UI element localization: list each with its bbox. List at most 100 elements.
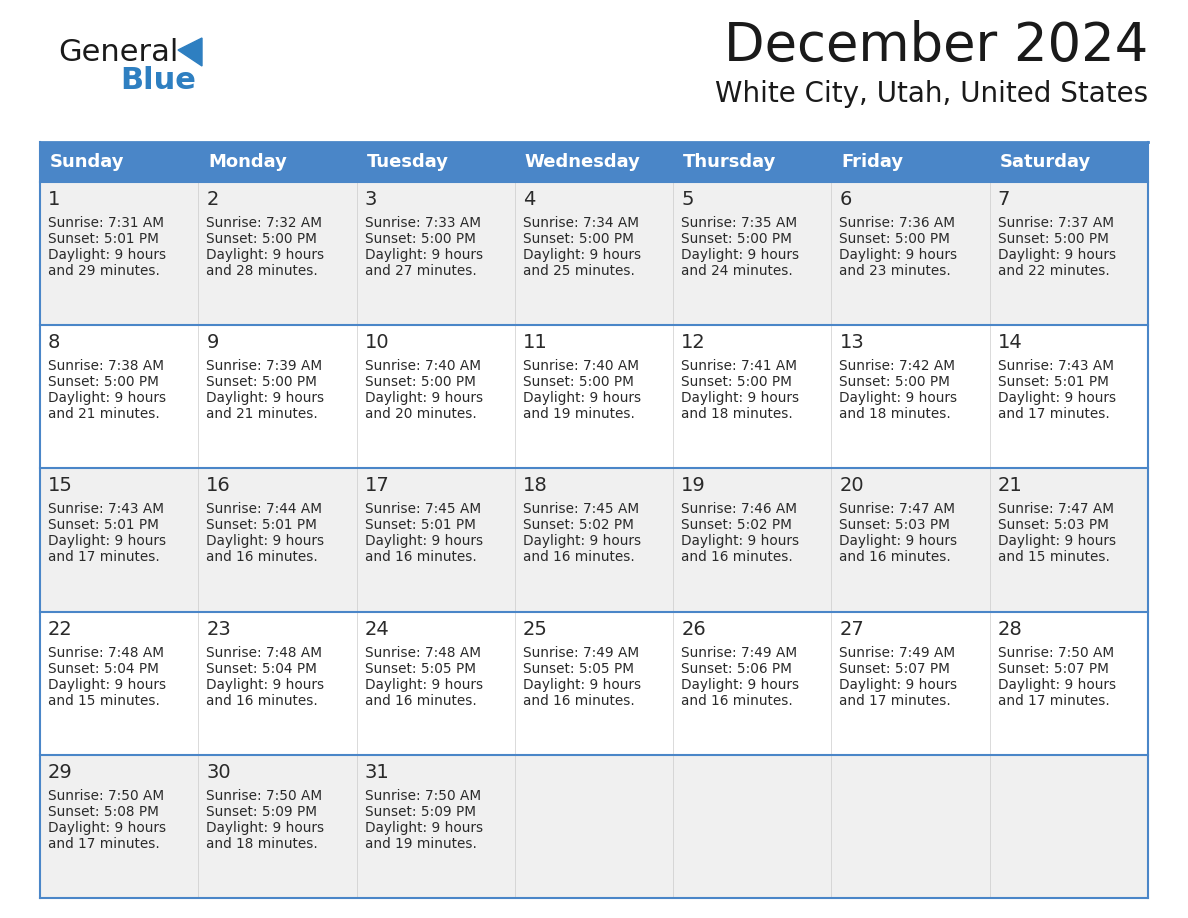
Text: Sunset: 5:05 PM: Sunset: 5:05 PM [365, 662, 475, 676]
Text: Sunset: 5:00 PM: Sunset: 5:00 PM [365, 232, 475, 246]
Text: Sunset: 5:05 PM: Sunset: 5:05 PM [523, 662, 634, 676]
Bar [832, 182, 990, 325]
Text: Sunrise: 7:43 AM: Sunrise: 7:43 AM [998, 359, 1113, 374]
Text: Sunset: 5:00 PM: Sunset: 5:00 PM [681, 375, 792, 389]
Text: Sunrise: 7:50 AM: Sunrise: 7:50 AM [365, 789, 481, 803]
Text: Daylight: 9 hours: Daylight: 9 hours [998, 391, 1116, 405]
Text: and 21 minutes.: and 21 minutes. [207, 408, 318, 421]
Bar [356, 468, 514, 611]
Bar [198, 182, 356, 325]
Text: and 18 minutes.: and 18 minutes. [840, 408, 952, 421]
Text: 10: 10 [365, 333, 390, 353]
Bar [40, 755, 198, 898]
Text: Sunrise: 7:37 AM: Sunrise: 7:37 AM [998, 216, 1113, 230]
Text: Sunset: 5:08 PM: Sunset: 5:08 PM [48, 805, 159, 819]
Text: Sunset: 5:02 PM: Sunset: 5:02 PM [523, 519, 633, 532]
Text: and 17 minutes.: and 17 minutes. [998, 694, 1110, 708]
Text: and 28 minutes.: and 28 minutes. [207, 264, 318, 278]
Text: Daylight: 9 hours: Daylight: 9 hours [998, 534, 1116, 548]
Text: Daylight: 9 hours: Daylight: 9 hours [840, 391, 958, 405]
Text: Daylight: 9 hours: Daylight: 9 hours [840, 534, 958, 548]
Bar [832, 755, 990, 898]
Text: and 16 minutes.: and 16 minutes. [840, 551, 952, 565]
Text: Sunrise: 7:50 AM: Sunrise: 7:50 AM [998, 645, 1114, 660]
Text: Daylight: 9 hours: Daylight: 9 hours [523, 677, 642, 691]
Bar [514, 182, 674, 325]
Text: and 19 minutes.: and 19 minutes. [523, 408, 634, 421]
Text: Sunrise: 7:40 AM: Sunrise: 7:40 AM [523, 359, 639, 374]
Text: Daylight: 9 hours: Daylight: 9 hours [48, 391, 166, 405]
Text: and 19 minutes.: and 19 minutes. [365, 837, 476, 851]
Text: Sunrise: 7:41 AM: Sunrise: 7:41 AM [681, 359, 797, 374]
Text: Sunrise: 7:33 AM: Sunrise: 7:33 AM [365, 216, 481, 230]
Text: Sunset: 5:03 PM: Sunset: 5:03 PM [998, 519, 1108, 532]
Bar [832, 468, 990, 611]
Text: Sunset: 5:00 PM: Sunset: 5:00 PM [207, 232, 317, 246]
Text: 17: 17 [365, 476, 390, 496]
Text: 16: 16 [207, 476, 230, 496]
Text: Sunrise: 7:50 AM: Sunrise: 7:50 AM [48, 789, 164, 803]
Text: Sunrise: 7:42 AM: Sunrise: 7:42 AM [840, 359, 955, 374]
Bar [674, 182, 832, 325]
Text: and 16 minutes.: and 16 minutes. [523, 694, 634, 708]
Text: Sunset: 5:01 PM: Sunset: 5:01 PM [48, 232, 159, 246]
Text: Sunrise: 7:49 AM: Sunrise: 7:49 AM [840, 645, 955, 660]
Text: Sunrise: 7:45 AM: Sunrise: 7:45 AM [365, 502, 481, 517]
Bar [674, 755, 832, 898]
Text: 8: 8 [48, 333, 61, 353]
Text: Daylight: 9 hours: Daylight: 9 hours [840, 248, 958, 262]
Text: Daylight: 9 hours: Daylight: 9 hours [207, 248, 324, 262]
Bar [198, 325, 356, 468]
Text: 7: 7 [998, 190, 1010, 209]
Bar [356, 142, 514, 182]
Text: Daylight: 9 hours: Daylight: 9 hours [523, 391, 642, 405]
Bar [198, 142, 356, 182]
Text: Sunset: 5:00 PM: Sunset: 5:00 PM [840, 375, 950, 389]
Text: and 18 minutes.: and 18 minutes. [681, 408, 792, 421]
Text: Sunrise: 7:48 AM: Sunrise: 7:48 AM [207, 645, 322, 660]
Bar [990, 325, 1148, 468]
Text: Daylight: 9 hours: Daylight: 9 hours [523, 248, 642, 262]
Text: 15: 15 [48, 476, 72, 496]
Text: Sunrise: 7:40 AM: Sunrise: 7:40 AM [365, 359, 481, 374]
Bar [514, 755, 674, 898]
Text: and 17 minutes.: and 17 minutes. [840, 694, 952, 708]
Text: 29: 29 [48, 763, 72, 782]
Text: and 23 minutes.: and 23 minutes. [840, 264, 952, 278]
Text: Daylight: 9 hours: Daylight: 9 hours [207, 391, 324, 405]
Bar [40, 611, 198, 755]
Text: Sunrise: 7:36 AM: Sunrise: 7:36 AM [840, 216, 955, 230]
Bar [514, 142, 674, 182]
Text: Sunrise: 7:48 AM: Sunrise: 7:48 AM [48, 645, 164, 660]
Text: and 16 minutes.: and 16 minutes. [365, 551, 476, 565]
Text: Sunday: Sunday [50, 153, 125, 171]
Bar [198, 468, 356, 611]
Text: 23: 23 [207, 620, 230, 639]
Text: Daylight: 9 hours: Daylight: 9 hours [523, 534, 642, 548]
Text: and 17 minutes.: and 17 minutes. [48, 837, 159, 851]
Text: 18: 18 [523, 476, 548, 496]
Text: Sunrise: 7:38 AM: Sunrise: 7:38 AM [48, 359, 164, 374]
Text: 4: 4 [523, 190, 536, 209]
Text: 28: 28 [998, 620, 1023, 639]
Text: 30: 30 [207, 763, 230, 782]
Text: 1: 1 [48, 190, 61, 209]
Text: Sunrise: 7:49 AM: Sunrise: 7:49 AM [523, 645, 639, 660]
Text: Sunset: 5:04 PM: Sunset: 5:04 PM [207, 662, 317, 676]
Text: and 24 minutes.: and 24 minutes. [681, 264, 792, 278]
Text: 5: 5 [681, 190, 694, 209]
Text: Daylight: 9 hours: Daylight: 9 hours [365, 391, 482, 405]
Text: Sunrise: 7:34 AM: Sunrise: 7:34 AM [523, 216, 639, 230]
Text: Sunrise: 7:32 AM: Sunrise: 7:32 AM [207, 216, 322, 230]
Text: Sunset: 5:09 PM: Sunset: 5:09 PM [207, 805, 317, 819]
Text: and 16 minutes.: and 16 minutes. [207, 694, 318, 708]
Text: Sunset: 5:00 PM: Sunset: 5:00 PM [523, 232, 633, 246]
Text: Wednesday: Wednesday [525, 153, 640, 171]
Text: and 15 minutes.: and 15 minutes. [48, 694, 160, 708]
Text: 11: 11 [523, 333, 548, 353]
Text: December 2024: December 2024 [723, 20, 1148, 72]
Text: Sunrise: 7:48 AM: Sunrise: 7:48 AM [365, 645, 481, 660]
Text: and 20 minutes.: and 20 minutes. [365, 408, 476, 421]
Bar [674, 611, 832, 755]
Text: 27: 27 [840, 620, 864, 639]
